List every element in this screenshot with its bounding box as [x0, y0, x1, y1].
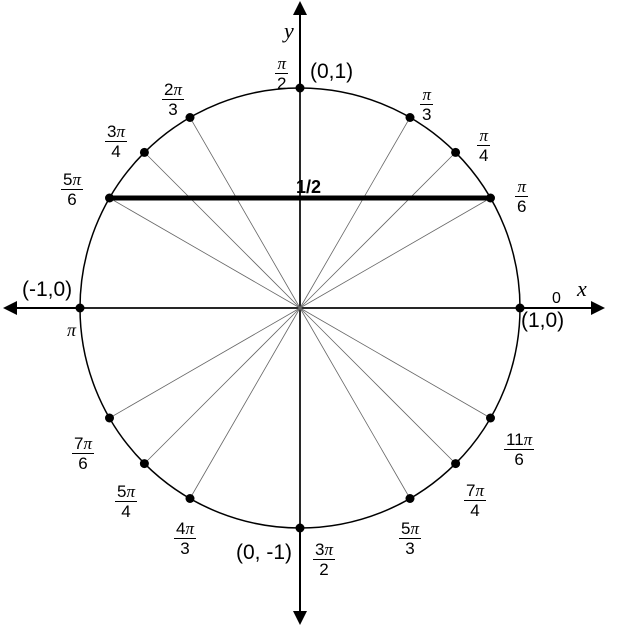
angle-fraction-label: 11π6 [504, 431, 534, 468]
angle-point [140, 148, 149, 157]
angle-point [451, 459, 460, 468]
angle-point [296, 84, 305, 93]
angle-point [105, 194, 114, 203]
angle-point [186, 494, 195, 503]
angle-point [296, 524, 305, 533]
angle-fraction-label: π3 [420, 86, 433, 123]
coordinate-label: (1,0) [521, 309, 564, 332]
coordinate-label: (0, -1) [236, 541, 292, 564]
angle-fraction-label: 3π2 [313, 541, 335, 578]
angle-point [406, 494, 415, 503]
angle-point [406, 113, 415, 122]
angle-label: 0 [552, 290, 561, 308]
angle-point [140, 459, 149, 468]
angle-point [486, 194, 495, 203]
angle-fraction-label: 5π6 [61, 171, 83, 208]
angle-fraction-label: 3π4 [105, 123, 127, 160]
angle-fraction-label: 7π6 [72, 435, 94, 472]
angle-point [451, 148, 460, 157]
x-axis-label: x [576, 276, 587, 301]
angle-fraction-label: 2π3 [162, 81, 184, 118]
chord-half-label: 1/2 [296, 177, 321, 197]
angle-fraction-label: π6 [515, 178, 528, 215]
angle-fraction-label: 5π3 [399, 520, 421, 557]
angle-fraction-label: 5π4 [115, 483, 137, 520]
angle-label: π [67, 320, 76, 341]
angle-point [186, 113, 195, 122]
coordinate-label: (0,1) [310, 60, 353, 83]
angle-fraction-label: π4 [477, 127, 490, 164]
angle-point [76, 304, 85, 313]
coordinate-label: (-1,0) [22, 278, 72, 301]
angle-fraction-label: 7π4 [464, 482, 486, 519]
angle-point [486, 414, 495, 423]
angle-fraction-label: π2 [275, 55, 288, 92]
y-axis-label: y [282, 18, 294, 43]
angle-fraction-label: 4π3 [174, 520, 196, 557]
angle-point [105, 414, 114, 423]
